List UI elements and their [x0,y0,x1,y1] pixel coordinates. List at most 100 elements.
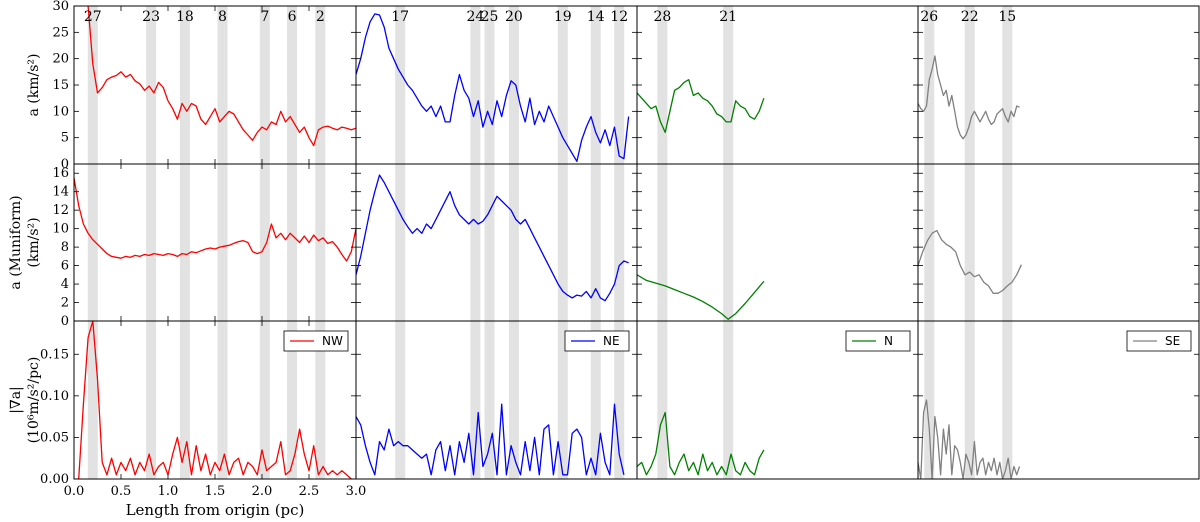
highlight-band [614,6,625,479]
series-line-se-row3 [918,399,1021,479]
series-line-n-row2 [637,274,765,320]
series-line-n-row1 [637,79,765,134]
series-line-nw-row1 [87,6,356,147]
x-tick-label: 2.5 [299,484,320,499]
legend-label: N [884,334,893,348]
y-tick-label: 14 [52,185,69,200]
legend-label: NW [322,334,343,348]
band-label: 24 [466,9,484,25]
band-label: 19 [554,9,572,25]
y-tick-label: 10 [52,104,69,119]
band-label: 12 [610,9,628,25]
band-label: 17 [391,9,409,25]
y-tick-label: 0.15 [40,347,69,362]
highlight-band [484,6,495,479]
highlight-band [395,6,406,479]
band-label: 8 [218,9,227,25]
panel-frames [73,5,1200,480]
highlight-band [723,6,734,479]
y-tick-label: 20 [52,52,69,67]
y-tick-label: 5 [61,131,69,146]
highlight-band [470,6,481,479]
band-label: 18 [176,9,194,25]
highlight-band [179,6,190,479]
legend-box [564,330,630,352]
highlight-band [557,6,568,479]
y-tick-label: 0.10 [40,389,69,404]
data-lines [74,6,1022,479]
band-label: 28 [653,9,671,25]
band-label: 25 [481,9,499,25]
axis-ticks [73,5,1199,480]
highlight-band [287,6,298,479]
legend-label: NE [603,334,620,348]
highlight-band [87,6,98,479]
legends: NW NE N SE [283,330,1192,352]
highlight-band [217,6,228,479]
series-line-ne-row3 [356,403,625,476]
y-tick-label: 4 [61,277,69,292]
x-tick-label: 2.0 [252,484,273,499]
legend-box [283,330,349,352]
x-tick-label: 0.0 [64,484,85,499]
legend-box [845,330,911,352]
series-line-se-row1 [918,55,1020,140]
x-tick-label: 1.5 [205,484,226,499]
band-label: 21 [719,9,737,25]
band-label: 15 [998,9,1016,25]
y-tick-label: 6 [61,259,69,274]
y-tick-label: 25 [52,25,69,40]
y-axis-label: (10⁶m/s²/pc) [26,357,42,444]
x-axis-label: Length from origin (pc) [126,501,305,519]
band-label: 2 [316,9,325,25]
y-tick-label: 2 [61,296,69,311]
tick-labels: 0 5 10 15 20 25 30 0 2 4 6 8 10 12 14 16 0.00 0.05 0.10 0.1… [40,0,366,499]
band-label: 27 [84,9,102,25]
panel-backgrounds [87,6,1013,479]
y-tick-label: 16 [52,166,69,181]
y-tick-label: 15 [52,78,69,93]
highlight-band [508,6,519,479]
band-label: 23 [142,9,160,25]
y-tick-label: 10 [52,222,69,237]
y-axis-label: a (km/s²) [26,54,42,117]
x-tick-label: 1.0 [158,484,179,499]
series-line-nw-row3 [78,320,352,479]
y-axis-label: a (Muniform) [8,195,24,289]
y-tick-label: 8 [61,240,69,255]
band-label: 7 [260,9,269,25]
y-axis-label: |∇a| [8,386,24,414]
highlight-band [924,6,935,479]
band-label: 22 [961,9,979,25]
band-label: 20 [505,9,523,25]
highlight-band [657,6,668,479]
legend-label: SE [1165,334,1180,348]
y-tick-label: 0 [61,157,69,172]
band-label: 6 [288,9,297,25]
y-tick-label: 30 [52,0,69,14]
y-axis-label: (km/s²) [26,217,42,267]
x-tick-label: 0.5 [111,484,132,499]
highlight-band [146,6,157,479]
series-line-n-row3 [637,411,765,476]
highlight-band [1002,6,1013,479]
highlight-band [590,6,601,479]
series-line-se-row2 [918,229,1022,294]
band-label: 26 [920,9,938,25]
y-tick-label: 12 [52,203,69,218]
series-line-ne-row2 [356,174,629,302]
axis-labels: a (km/s²) a (Muniform) (km/s²) |∇a| (10⁶m/s²… [8,54,304,520]
legend-box [1126,330,1192,352]
highlight-band [259,6,270,479]
y-tick-label: 0 [61,314,69,329]
series-line-nw-row2 [74,177,356,262]
highlight-band [964,6,975,479]
y-tick-label: 0.00 [40,472,69,487]
series-line-ne-row1 [356,13,630,163]
x-tick-label: 3.0 [346,484,367,499]
band-label: 14 [587,9,605,25]
y-tick-label: 0.05 [40,430,69,445]
highlight-band [315,6,326,479]
